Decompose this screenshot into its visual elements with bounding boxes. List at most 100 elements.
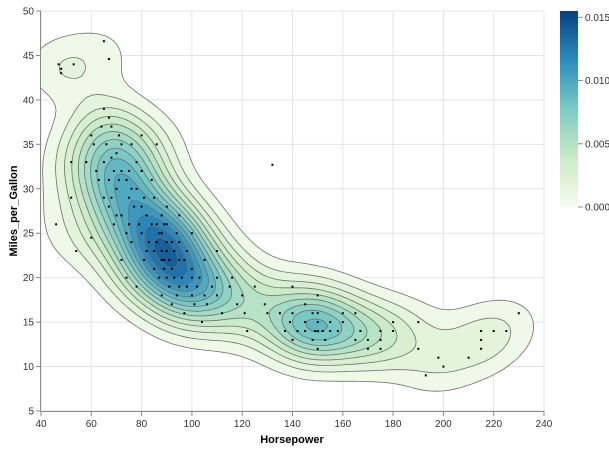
data-point [163, 267, 166, 270]
data-point [354, 312, 357, 315]
data-point [203, 258, 206, 261]
data-point [304, 321, 307, 324]
x-tick-label: 240 [536, 419, 553, 430]
data-point [311, 338, 314, 341]
data-point [70, 161, 73, 164]
data-point [102, 107, 105, 110]
data-point [316, 347, 319, 350]
data-point [90, 236, 93, 239]
data-point [341, 321, 344, 324]
x-tick-label: 180 [385, 419, 402, 430]
data-point [153, 196, 156, 199]
data-point [291, 285, 294, 288]
data-point [243, 312, 246, 315]
density-band [97, 148, 342, 340]
contour-line [41, 32, 534, 392]
data-point [359, 330, 362, 332]
data-point [278, 312, 281, 315]
data-point [107, 58, 110, 60]
x-tick-label: 40 [35, 419, 47, 430]
data-point [366, 347, 369, 350]
data-point [173, 250, 176, 252]
data-point [138, 223, 141, 226]
data-point [160, 258, 163, 261]
data-point [424, 374, 427, 377]
data-point [236, 303, 239, 306]
data-point [178, 214, 181, 217]
data-point [173, 276, 176, 279]
data-point [60, 72, 63, 75]
data-point [311, 312, 314, 315]
data-point [492, 330, 495, 332]
contour-line [77, 123, 382, 356]
data-point [143, 196, 146, 199]
data-point [314, 330, 317, 332]
data-point [291, 338, 294, 341]
data-point [316, 330, 319, 332]
data-point [160, 214, 163, 217]
data-point [170, 241, 173, 244]
data-point [379, 330, 382, 332]
data-point [505, 330, 508, 332]
y-axis-title: Miles_per_Gallon [8, 165, 20, 256]
contour-line [64, 107, 417, 366]
data-point [140, 205, 143, 208]
data-point [105, 143, 108, 146]
data-point [329, 321, 332, 324]
contour-line [96, 147, 343, 341]
contour-line [84, 131, 368, 351]
data-point [366, 338, 369, 341]
data-point [379, 347, 382, 350]
data-point [304, 303, 307, 306]
data-point [155, 223, 158, 226]
x-axis-title: Horsepower [260, 434, 324, 446]
data-point [125, 232, 128, 235]
data-point [163, 223, 166, 226]
data-point [201, 321, 203, 324]
data-point [316, 312, 319, 315]
data-point [417, 347, 420, 350]
data-point [55, 223, 58, 226]
data-point [158, 232, 161, 235]
data-point [193, 303, 196, 306]
x-tick-label: 160 [334, 419, 351, 430]
data-point [160, 250, 163, 252]
data-point [70, 196, 73, 199]
data-point [354, 338, 357, 341]
data-point [185, 285, 188, 288]
data-point [190, 232, 193, 235]
contour-line [71, 115, 398, 361]
colorbar-gradient [560, 11, 578, 207]
data-point [165, 250, 168, 252]
data-point [72, 63, 75, 66]
y-tick-label: 45 [23, 51, 35, 62]
data-point [241, 294, 244, 297]
data-point [180, 276, 183, 279]
data-point [155, 241, 158, 244]
y-tick-label: 30 [23, 184, 35, 195]
data-point [178, 258, 181, 261]
contour-line [136, 214, 196, 286]
data-point [115, 152, 118, 155]
data-point [143, 258, 146, 261]
data-point [150, 178, 153, 181]
y-tick-label: 50 [23, 7, 35, 18]
data-point [170, 303, 173, 306]
axes: 40 60 80 100 120 140 160 180 200 220 240 5 10 15 20 25 3… [23, 7, 553, 431]
data-point [168, 285, 171, 288]
data-point [178, 285, 181, 288]
data-point [392, 330, 395, 332]
data-point [321, 330, 324, 332]
data-point [150, 223, 153, 226]
data-point [168, 258, 171, 261]
data-point [228, 285, 231, 288]
data-point [115, 187, 118, 190]
data-point [170, 267, 173, 270]
data-point [153, 267, 156, 270]
data-point [271, 163, 274, 166]
data-point [110, 125, 113, 128]
data-point [128, 196, 130, 199]
data-point [324, 338, 327, 341]
contour-line [127, 200, 203, 292]
data-point [480, 347, 483, 350]
